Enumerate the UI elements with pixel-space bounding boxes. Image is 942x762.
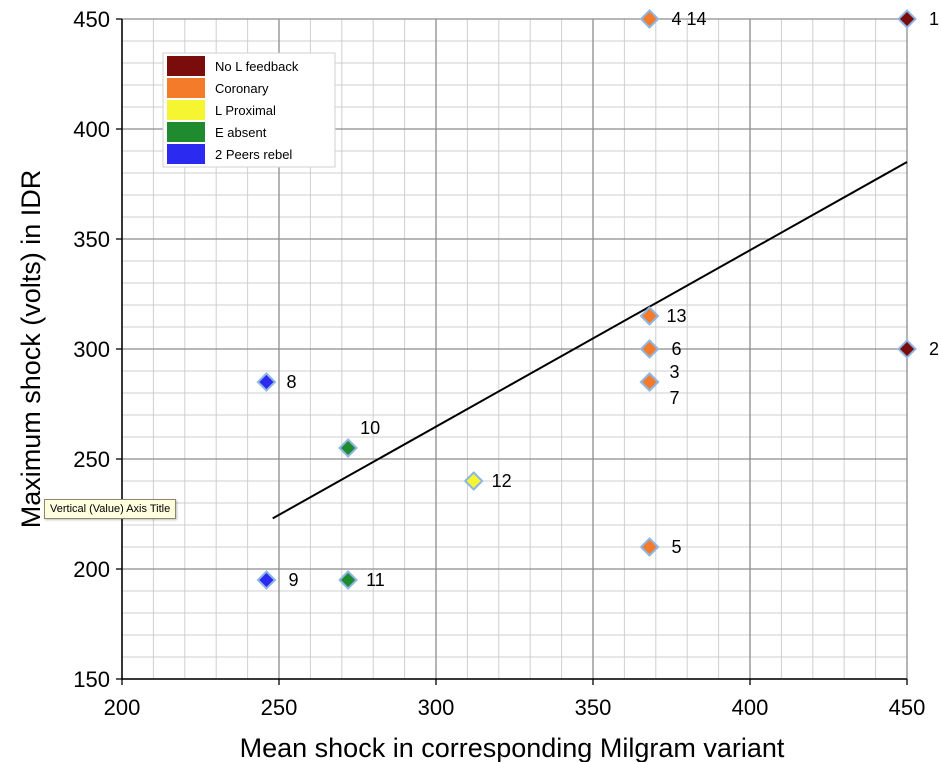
legend-label: 2 Peers rebel <box>215 147 292 162</box>
point-label: 5 <box>672 537 682 557</box>
legend-swatch <box>167 122 205 142</box>
legend-swatch <box>167 78 205 98</box>
data-point-11 <box>338 570 358 590</box>
legend-label: E absent <box>215 125 267 140</box>
trendline <box>272 161 908 520</box>
data-point-1 <box>897 9 917 29</box>
point-label: 11 <box>366 570 385 590</box>
point-label: 10 <box>360 418 380 438</box>
x-tick-label: 350 <box>575 695 612 720</box>
y-axis-title: Maximum shock (volts) in IDR <box>16 170 46 529</box>
point-label: 4 14 <box>672 9 707 29</box>
point-label: 1 <box>929 9 939 29</box>
x-tick-label: 450 <box>889 695 926 720</box>
point-label: 7 <box>670 388 680 408</box>
legend-label: No L feedback <box>215 59 299 74</box>
y-tick-label: 450 <box>73 7 110 32</box>
y-tick-label: 250 <box>73 447 110 472</box>
plot-axes <box>116 18 908 685</box>
x-tick-label: 300 <box>418 695 455 720</box>
data-point-10 <box>338 438 358 458</box>
data-point-9 <box>256 570 277 590</box>
data-point-7 <box>639 372 660 392</box>
legend-swatch <box>167 100 205 120</box>
point-label: 12 <box>492 471 512 491</box>
point-label: 2 <box>929 339 939 359</box>
y-tick-label: 150 <box>73 667 110 692</box>
point-label: 8 <box>286 372 296 392</box>
legend-label: L Proximal <box>215 103 276 118</box>
y-tick-label: 200 <box>73 557 110 582</box>
data-point-4-14 <box>639 9 660 29</box>
x-tick-label: 200 <box>104 695 141 720</box>
data-point-5 <box>639 537 660 557</box>
data-point-13 <box>639 306 660 326</box>
y-tick-labels: 150 200 250 300 350 400 450 <box>73 7 110 692</box>
trendline-group <box>272 161 908 520</box>
legend-label: Coronary <box>215 81 269 96</box>
data-point-12 <box>463 471 484 491</box>
axis-title-tooltip: Vertical (Value) Axis Title <box>44 499 177 519</box>
legend-swatch <box>167 56 205 76</box>
x-axis-title: Mean shock in corresponding Milgram vari… <box>240 733 785 762</box>
data-point-6 <box>639 339 660 359</box>
x-tick-label: 400 <box>732 695 769 720</box>
y-tick-label: 350 <box>73 227 110 252</box>
legend-swatch <box>167 144 205 164</box>
point-label: 6 <box>672 339 682 359</box>
point-label: 3 <box>670 362 680 382</box>
y-tick-label: 400 <box>73 117 110 142</box>
x-tick-label: 250 <box>261 695 298 720</box>
point-label: 13 <box>667 306 687 326</box>
point-label: 9 <box>288 570 298 590</box>
data-point-2 <box>897 339 917 359</box>
y-tick-label: 300 <box>73 337 110 362</box>
legend: No L feedback Coronary L Proximal E absent 2… <box>162 52 336 168</box>
x-tick-labels: 200 250 300 350 400 450 <box>104 695 926 720</box>
data-point-8 <box>256 372 277 392</box>
